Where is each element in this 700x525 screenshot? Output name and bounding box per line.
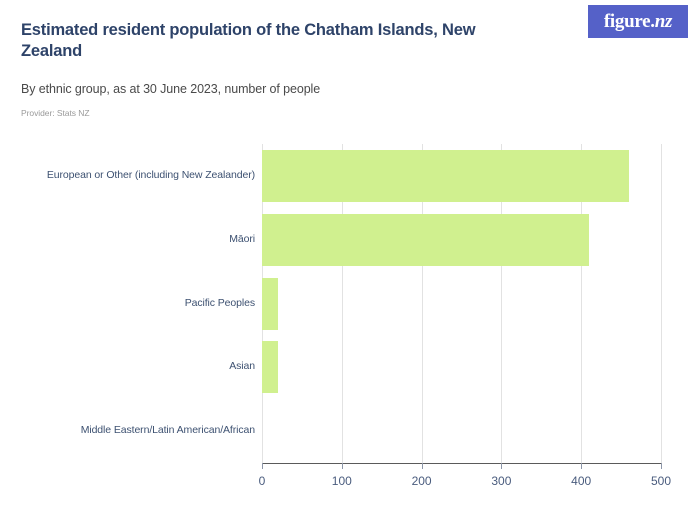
- x-tick-mark: [341, 463, 343, 469]
- figurenz-logo[interactable]: figure.nz: [588, 5, 688, 38]
- category-label: Middle Eastern/Latin American/African: [80, 424, 255, 437]
- bar[interactable]: [262, 277, 278, 330]
- bar[interactable]: [262, 213, 590, 266]
- category-label: European or Other (including New Zealand…: [46, 168, 255, 181]
- category-axis: European or Other (including New Zealand…: [0, 144, 255, 463]
- x-tick-mark: [501, 463, 503, 469]
- x-tick-label: 100: [331, 474, 352, 488]
- x-gridline: [341, 144, 343, 463]
- x-gridline: [581, 144, 583, 463]
- x-tick-label: 200: [411, 474, 432, 488]
- x-tick-mark: [262, 463, 263, 469]
- logo-text-accent: nz: [654, 11, 673, 32]
- x-tick-label: 300: [491, 474, 512, 488]
- x-gridline: [501, 144, 503, 463]
- logo-text: figure.nz: [603, 11, 673, 32]
- logo-text-main: figure.: [603, 11, 655, 32]
- x-tick-mark: [421, 463, 423, 469]
- page-title: Estimated resident population of the Cha…: [21, 21, 476, 60]
- bar[interactable]: [262, 149, 630, 202]
- provider-label: Provider: Stats NZ: [21, 108, 90, 118]
- plot-area: [262, 144, 662, 463]
- chart-subtitle: By ethnic group, as at 30 June 2023, num…: [21, 82, 321, 96]
- x-tick-label: 0: [258, 474, 266, 488]
- x-gridline: [661, 144, 662, 463]
- x-tick-label: 400: [571, 474, 592, 488]
- x-axis-line: [262, 463, 661, 464]
- chart-header: Estimated resident population of the Cha…: [0, 0, 700, 140]
- category-label: Asian: [229, 360, 255, 373]
- category-label: Māori: [229, 232, 255, 245]
- x-tick-mark: [661, 463, 662, 469]
- category-label: Pacific Peoples: [184, 296, 255, 309]
- x-tick-label: 500: [650, 474, 672, 488]
- x-gridline: [421, 144, 423, 463]
- bar[interactable]: [262, 341, 278, 394]
- x-tick-mark: [581, 463, 583, 469]
